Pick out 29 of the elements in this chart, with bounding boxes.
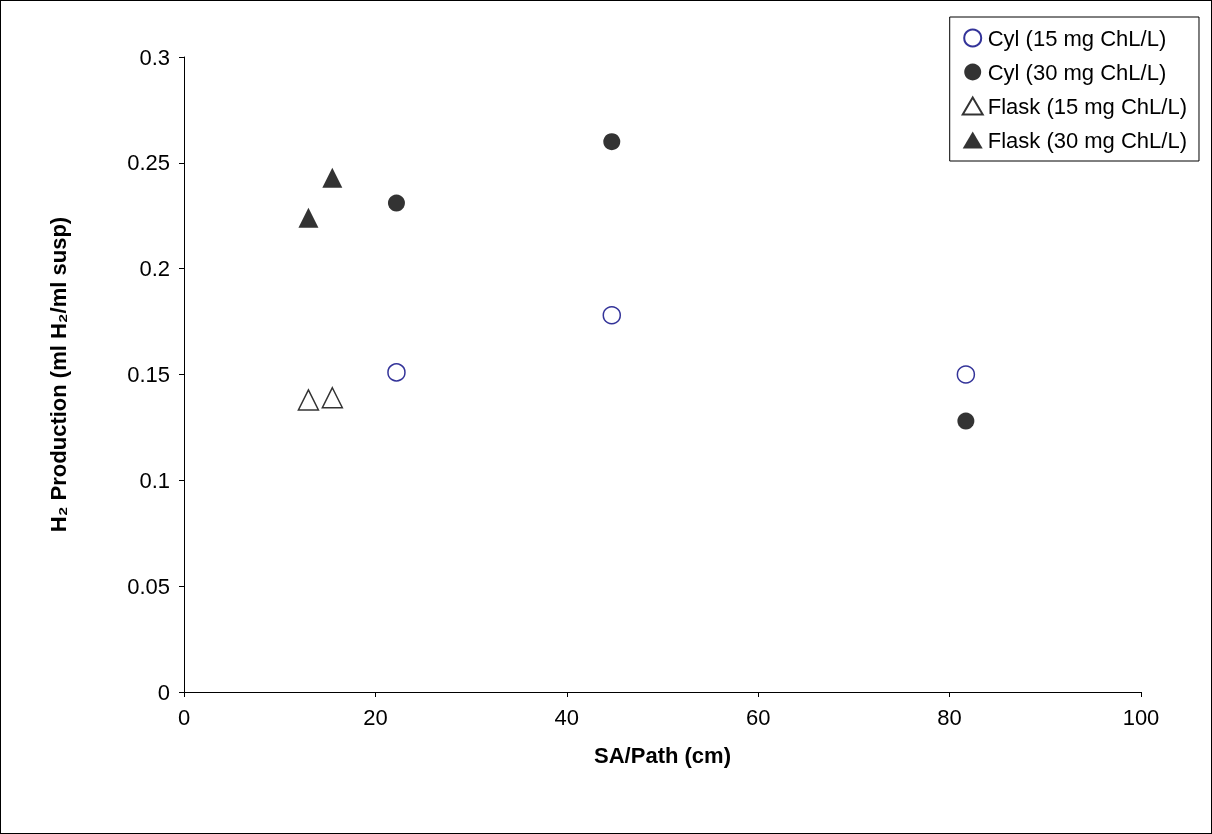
y-tick-label: 0.2 xyxy=(139,256,170,282)
x-tick-label: 0 xyxy=(177,704,191,730)
x-axis-title: SA/Path (cm) xyxy=(594,742,731,768)
y-tick-label: 0.3 xyxy=(139,44,170,70)
y-tick-label: 0.05 xyxy=(127,573,170,599)
x-tick-label: 80 xyxy=(937,704,962,730)
point xyxy=(957,412,975,430)
x-tick-label: 20 xyxy=(363,704,388,730)
y-tick-label: 0 xyxy=(157,679,170,705)
legend-label: Cyl (15 mg ChL/L) xyxy=(987,25,1167,51)
point xyxy=(602,305,622,325)
point xyxy=(956,365,976,384)
point xyxy=(387,194,405,212)
legend-label: Cyl (30 mg ChL/L) xyxy=(987,59,1167,85)
x-tick-label: 40 xyxy=(554,704,580,730)
legend-label: Flask (30 mg ChL/L) xyxy=(987,127,1188,153)
x-tick-label: 100 xyxy=(1122,704,1160,730)
point xyxy=(322,167,343,188)
point xyxy=(321,387,344,409)
point xyxy=(298,207,319,228)
point xyxy=(387,363,406,382)
legend-label: Flask (15 mg ChL/L) xyxy=(987,93,1188,119)
point xyxy=(603,133,621,151)
point xyxy=(297,389,320,411)
y-tick-label: 0.1 xyxy=(139,467,170,493)
y-axis-title: H₂ Production (ml H₂/ml susp) xyxy=(45,216,71,533)
y-tick-label: 0.15 xyxy=(127,362,170,387)
y-tick-label: 0.25 xyxy=(127,150,170,176)
x-tick-label: 60 xyxy=(745,704,771,730)
